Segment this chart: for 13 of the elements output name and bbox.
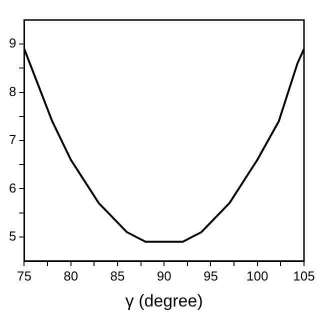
x-tick-label: 105: [293, 268, 315, 284]
y-tick-label: 6: [8, 180, 16, 196]
x-axis-title: γ (degree): [125, 291, 203, 310]
x-tick-label: 75: [16, 268, 32, 284]
y-tick-label: 8: [8, 84, 16, 99]
y-tick-label: 5: [8, 228, 16, 244]
x-tick-label: 90: [156, 268, 172, 284]
x-tick-label: 95: [204, 268, 218, 284]
x-tick-label: 80: [64, 268, 78, 284]
y-tick-label: 7: [8, 132, 16, 148]
x-tick-label: 85: [110, 268, 125, 284]
y-tick-label: 9: [8, 36, 16, 51]
x-tick-label: 100: [246, 268, 268, 284]
